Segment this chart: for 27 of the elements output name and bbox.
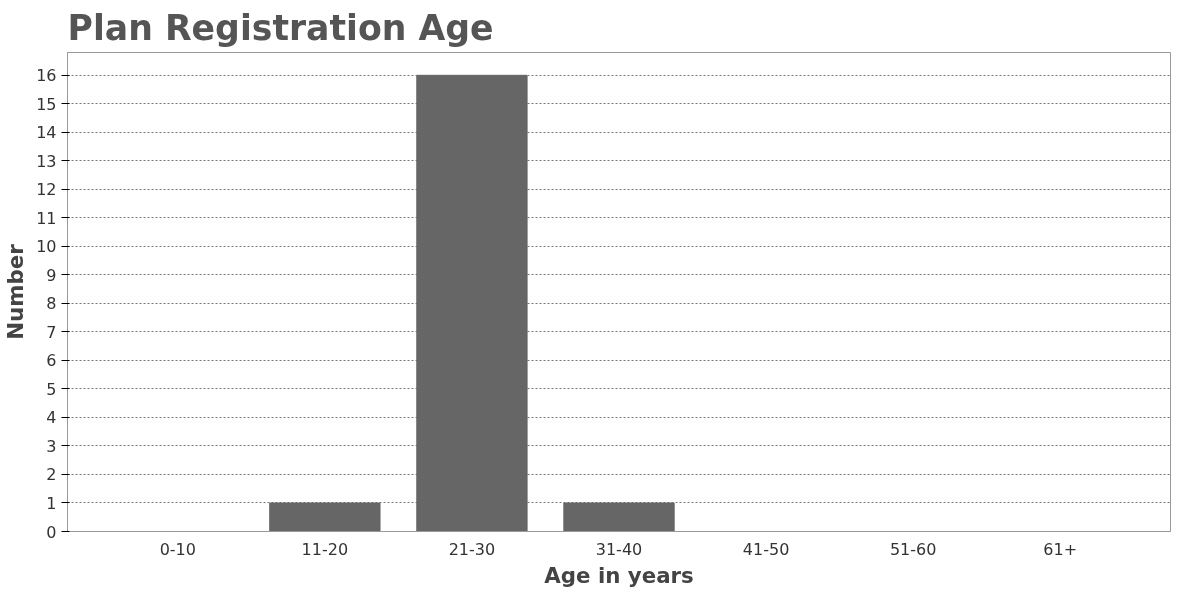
y-tick-label: 4	[46, 408, 57, 428]
y-tick-label: 1	[46, 493, 57, 513]
y-tick-label: 13	[36, 151, 57, 171]
y-tick-label: 11	[36, 208, 57, 228]
x-tick-label: 41-50	[742, 539, 790, 559]
y-axis-title: Number	[3, 243, 29, 340]
x-tick-label: 61+	[1043, 539, 1078, 559]
x-tick-label: 51-60	[889, 539, 937, 559]
y-tick-label: 6	[46, 351, 57, 371]
y-tick-label: 10	[36, 237, 57, 257]
y-tick-label: 5	[46, 379, 57, 399]
y-tick-label: 14	[36, 123, 57, 143]
y-tick-label: 8	[46, 294, 57, 314]
y-tick-label: 15	[36, 94, 57, 114]
chart-title: Plan Registration Age	[67, 7, 494, 48]
y-tick-label: 16	[36, 66, 57, 86]
y-tick-label: 7	[46, 322, 57, 342]
y-tick-label: 0	[46, 522, 57, 542]
x-tick-label: 21-30	[448, 539, 496, 559]
x-axis-title: Age in years	[544, 562, 694, 588]
y-tick-label: 9	[46, 265, 57, 285]
x-tick-label: 0-10	[159, 539, 196, 559]
y-tick-label: 2	[46, 465, 57, 485]
x-tick-label: 11-20	[301, 539, 349, 559]
x-tick-label: 31-40	[595, 539, 643, 559]
y-tick-label: 3	[46, 436, 57, 456]
y-tick-label: 12	[36, 180, 57, 200]
